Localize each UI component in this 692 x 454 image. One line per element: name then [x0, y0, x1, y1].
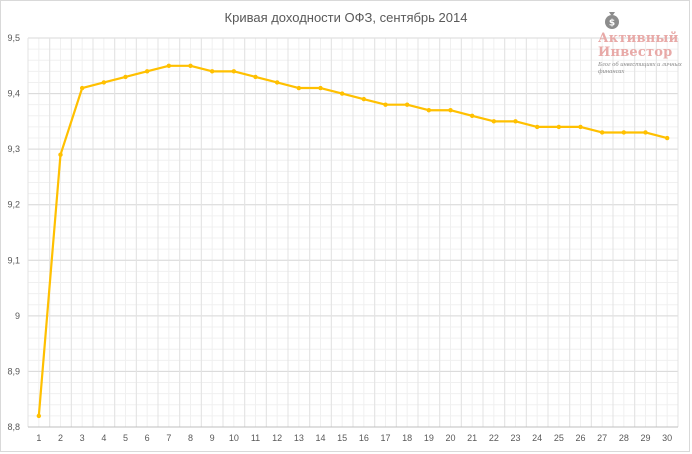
y-tick-label: 9,1 — [7, 255, 20, 265]
x-tick-label: 5 — [123, 433, 128, 443]
data-point — [253, 74, 258, 80]
money-bag-icon: $ — [605, 12, 619, 29]
data-point — [534, 124, 540, 130]
x-tick-label: 15 — [337, 433, 347, 443]
data-point — [58, 152, 63, 157]
watermark-brand-line1: Активный — [598, 31, 679, 46]
x-tick-label: 14 — [315, 433, 325, 443]
x-tick-label: 24 — [532, 433, 542, 443]
x-tick-label: 3 — [80, 433, 85, 443]
data-point — [599, 130, 605, 135]
x-tick-label: 11 — [251, 433, 260, 443]
y-tick-label: 8,9 — [7, 366, 20, 376]
data-point — [209, 69, 215, 74]
data-point — [296, 85, 302, 91]
x-axis-tick-labels: 1 2 3 4 5 6 7 8 9 10 11 12 13 14 15 16 17 18 19 20 21 22 23 24 2… — [36, 433, 672, 443]
data-point — [361, 96, 367, 102]
x-tick-label: 12 — [272, 433, 282, 443]
series-line — [37, 64, 668, 416]
data-point — [491, 119, 497, 124]
data-point — [513, 119, 518, 124]
x-tick-label: 9 — [210, 433, 215, 443]
chart-title: Кривая доходности ОФЗ, сентябрь 2014 — [224, 10, 468, 25]
watermark-brand-line2: Инвестор — [598, 45, 673, 60]
x-tick-label: 20 — [445, 433, 455, 443]
data-point — [188, 63, 193, 68]
data-point — [123, 74, 128, 80]
x-tick-label: 7 — [166, 433, 171, 443]
data-point — [556, 124, 562, 130]
x-tick-label: 23 — [510, 433, 520, 443]
watermark: $ Активный Инвестор Блог об инвестициях … — [598, 12, 684, 75]
data-point — [469, 113, 475, 119]
data-point — [36, 413, 42, 419]
data-point — [79, 85, 85, 91]
watermark-tagline: Блог об инвестициях и личных финансах — [598, 61, 682, 75]
data-point — [318, 85, 323, 91]
svg-text:$: $ — [609, 19, 615, 29]
data-point — [339, 91, 345, 96]
x-tick-label: 26 — [575, 433, 585, 443]
data-point — [426, 108, 432, 113]
data-point — [144, 69, 150, 74]
data-point — [383, 102, 388, 107]
x-tick-label: 1 — [36, 433, 41, 443]
data-point — [578, 124, 583, 130]
x-tick-label: 21 — [467, 433, 477, 443]
x-tick-label: 22 — [489, 433, 499, 443]
data-point — [231, 69, 237, 74]
x-tick-label: 6 — [145, 433, 150, 443]
data-point — [621, 130, 627, 135]
data-point — [664, 135, 670, 141]
x-tick-label: 4 — [101, 433, 106, 443]
x-tick-label: 27 — [597, 433, 607, 443]
x-tick-label: 13 — [294, 433, 304, 443]
x-tick-label: 2 — [58, 433, 63, 443]
data-point — [448, 108, 453, 113]
x-tick-label: 10 — [229, 433, 239, 443]
x-tick-label: 30 — [662, 433, 672, 443]
x-tick-label: 25 — [554, 433, 564, 443]
x-tick-label: 19 — [424, 433, 434, 443]
x-tick-label: 8 — [188, 433, 193, 443]
y-tick-label: 8,8 — [7, 422, 20, 432]
y-tick-label: 9,5 — [7, 33, 20, 43]
y-tick-label: 9,2 — [7, 200, 20, 210]
x-tick-label: 16 — [359, 433, 369, 443]
x-tick-label: 28 — [619, 433, 629, 443]
x-tick-label: 18 — [402, 433, 412, 443]
series-layer — [36, 63, 670, 419]
data-point — [643, 130, 648, 135]
y-tick-label: 9,3 — [7, 144, 20, 154]
data-point — [101, 80, 107, 85]
y-tick-label: 9,4 — [7, 89, 20, 99]
y-axis-tick-labels: 8,8 8,9 9 9,1 9,2 9,3 9,4 9,5 — [7, 33, 20, 432]
data-point — [274, 80, 280, 85]
data-point — [404, 102, 410, 107]
x-tick-label: 17 — [380, 433, 390, 443]
x-tick-label: 29 — [640, 433, 650, 443]
data-point — [166, 63, 172, 68]
y-tick-label: 9 — [15, 311, 20, 321]
